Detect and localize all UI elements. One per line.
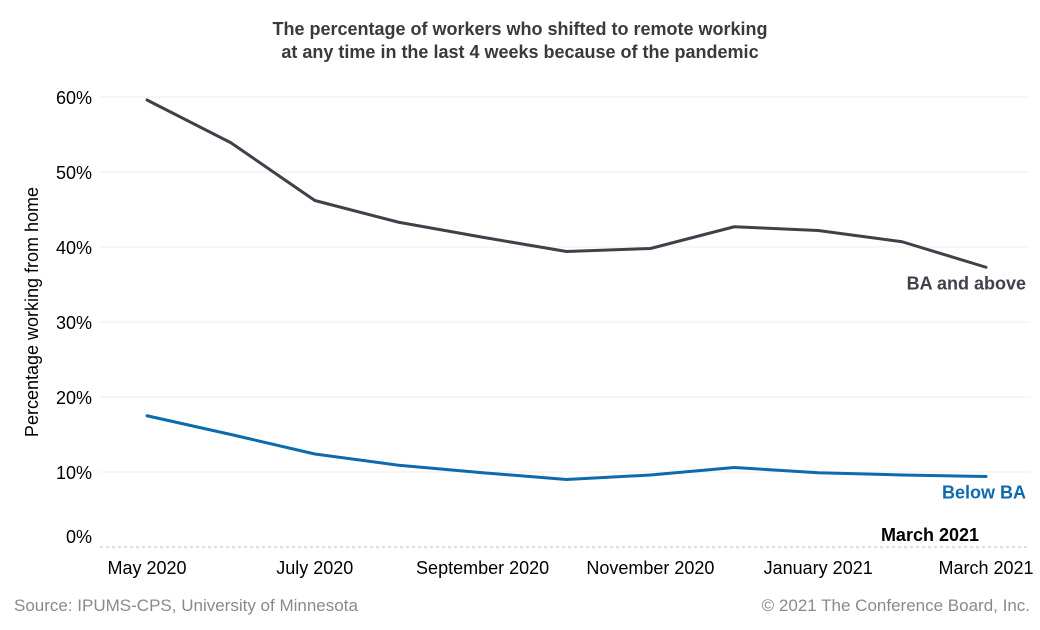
chart-title-line-2: at any time in the last 4 weeks because …: [281, 42, 759, 62]
chart-title: The percentage of workers who shifted to…: [0, 18, 1040, 64]
x-tick-label: January 2021: [764, 558, 873, 578]
x-tick-label: November 2020: [586, 558, 714, 578]
series-line-ba-and-above: [145, 98, 988, 269]
chart-title-line-1: The percentage of workers who shifted to…: [272, 19, 768, 39]
source-note: Source: IPUMS-CPS, University of Minneso…: [14, 596, 358, 615]
x-tick-label: September 2020: [416, 558, 549, 578]
y-axis-label: Percentage working from home: [22, 187, 42, 437]
y-tick-label: 10%: [56, 463, 92, 483]
y-axis-ticks: 0% 10% 20% 30% 40% 50% 60%: [56, 88, 92, 547]
x-tick-label: May 2020: [107, 558, 186, 578]
series-lines: [145, 98, 988, 481]
x-axis-ticks: May 2020 July 2020 September 2020 November …: [107, 558, 1033, 578]
y-tick-label: 30%: [56, 313, 92, 333]
gridlines: [100, 96, 1030, 548]
y-tick-label: 50%: [56, 163, 92, 183]
series-line-below-ba: [145, 414, 988, 481]
series-labels: BA and above Below BA: [907, 273, 1026, 502]
y-tick-label: 40%: [56, 238, 92, 258]
x-tick-label: March 2021: [938, 558, 1033, 578]
series-label: Below BA: [942, 483, 1026, 503]
x-tick-label: July 2020: [276, 558, 353, 578]
copyright-note: © 2021 The Conference Board, Inc.: [761, 596, 1030, 615]
y-tick-label: 0%: [66, 527, 92, 547]
y-tick-label: 60%: [56, 88, 92, 108]
annotation-label: March 2021: [881, 525, 979, 545]
y-tick-label: 20%: [56, 388, 92, 408]
series-label: BA and above: [907, 273, 1026, 293]
